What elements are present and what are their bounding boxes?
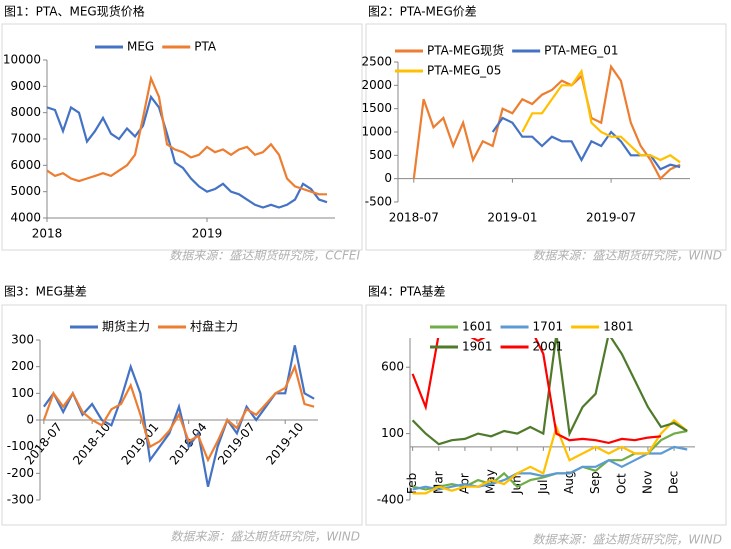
x-tick-label: 2018 <box>32 227 63 241</box>
legend-label: PTA-MEG_05 <box>427 64 501 78</box>
legend-label: 期货主力 <box>102 319 150 334</box>
y-tick-label: 200 <box>11 359 34 373</box>
series-line <box>411 338 688 446</box>
panel-border <box>365 23 727 251</box>
series-line <box>47 74 327 196</box>
y-tick-label: 600 <box>381 360 404 374</box>
legend-label: PTA-MEG_01 <box>544 44 618 58</box>
y-tick-label: -200 <box>7 466 34 480</box>
chart-title: 图3：MEG基差 <box>4 285 87 299</box>
legend-label: MEG <box>127 40 154 54</box>
series-line <box>412 418 688 495</box>
x-tick-label: 2018-07 <box>389 211 439 225</box>
x-tick-label: Dec <box>667 471 681 494</box>
y-tick-label: -500 <box>365 195 392 209</box>
x-tick-label: 2019 <box>192 227 223 241</box>
y-tick-label: 1500 <box>361 101 392 115</box>
y-tick-label: 100 <box>11 386 34 400</box>
panel-border <box>365 304 727 526</box>
legend-label: 2001 <box>533 340 564 354</box>
x-tick-label: Oct <box>614 473 628 494</box>
y-tick-label: 8000 <box>10 105 41 119</box>
series-line <box>412 445 688 491</box>
y-tick-label: 6000 <box>10 158 41 172</box>
y-tick-label: 4000 <box>10 211 41 225</box>
source-note: 数据来源：盛达期货研究院，CCFEI <box>169 249 360 263</box>
source-note: 数据来源：盛达期货研究院，WIND <box>532 249 722 263</box>
x-tick-label: 2019-07 <box>586 211 636 225</box>
y-tick-label: 2000 <box>361 78 392 92</box>
series-line <box>411 338 662 445</box>
panel-border <box>1 23 363 251</box>
y-tick-label: 10000 <box>3 53 41 67</box>
series-line <box>412 63 681 181</box>
series-line <box>43 345 315 487</box>
x-tick-label: Jul <box>536 480 550 495</box>
x-tick-label: 2018-10 <box>70 420 113 467</box>
legend-label: 1701 <box>533 320 564 334</box>
y-tick-label: 300 <box>11 333 34 347</box>
series-line <box>521 68 681 164</box>
legend-label: 1601 <box>462 320 493 334</box>
y-tick-label: 500 <box>369 148 392 162</box>
y-tick-label: 1000 <box>361 125 392 139</box>
y-tick-label: -300 <box>7 493 34 507</box>
y-tick-label: 2500 <box>361 55 392 69</box>
y-tick-label: 100 <box>381 426 404 440</box>
source-note: 数据来源：盛达期货研究院，WIND <box>532 533 722 547</box>
y-tick-label: -100 <box>7 439 34 453</box>
x-tick-label: Aug <box>562 471 576 494</box>
y-tick-label: 0 <box>26 413 34 427</box>
x-tick-label: Feb <box>405 473 419 494</box>
x-tick-label: Sep <box>588 471 602 494</box>
y-tick-label: 5000 <box>10 184 41 198</box>
legend-label: 1901 <box>462 340 493 354</box>
chart-title: 图2：PTA-MEG价差 <box>368 5 477 19</box>
panel-border <box>1 304 363 526</box>
y-tick-label: 9000 <box>10 79 41 93</box>
source-note: 数据来源：盛达期货研究院，WIND <box>170 530 360 544</box>
legend-label: 1801 <box>603 320 634 334</box>
x-tick-label: 2019-01 <box>487 211 537 225</box>
legend-label: 村盘主力 <box>190 319 238 334</box>
x-tick-label: Nov <box>640 471 654 494</box>
x-tick-label: 2019-10 <box>263 420 306 467</box>
series-line <box>47 94 328 209</box>
chart-title: 图1：PTA、MEG现货价格 <box>4 4 145 19</box>
series-line <box>42 363 315 463</box>
legend-label: PTA-MEG现货 <box>427 43 504 58</box>
y-tick-label: 0 <box>384 171 392 185</box>
y-tick-label: 7000 <box>10 132 41 146</box>
legend-label: PTA <box>194 40 217 54</box>
y-tick-label: -400 <box>377 493 404 507</box>
chart-title: 图4：PTA基差 <box>368 285 445 299</box>
